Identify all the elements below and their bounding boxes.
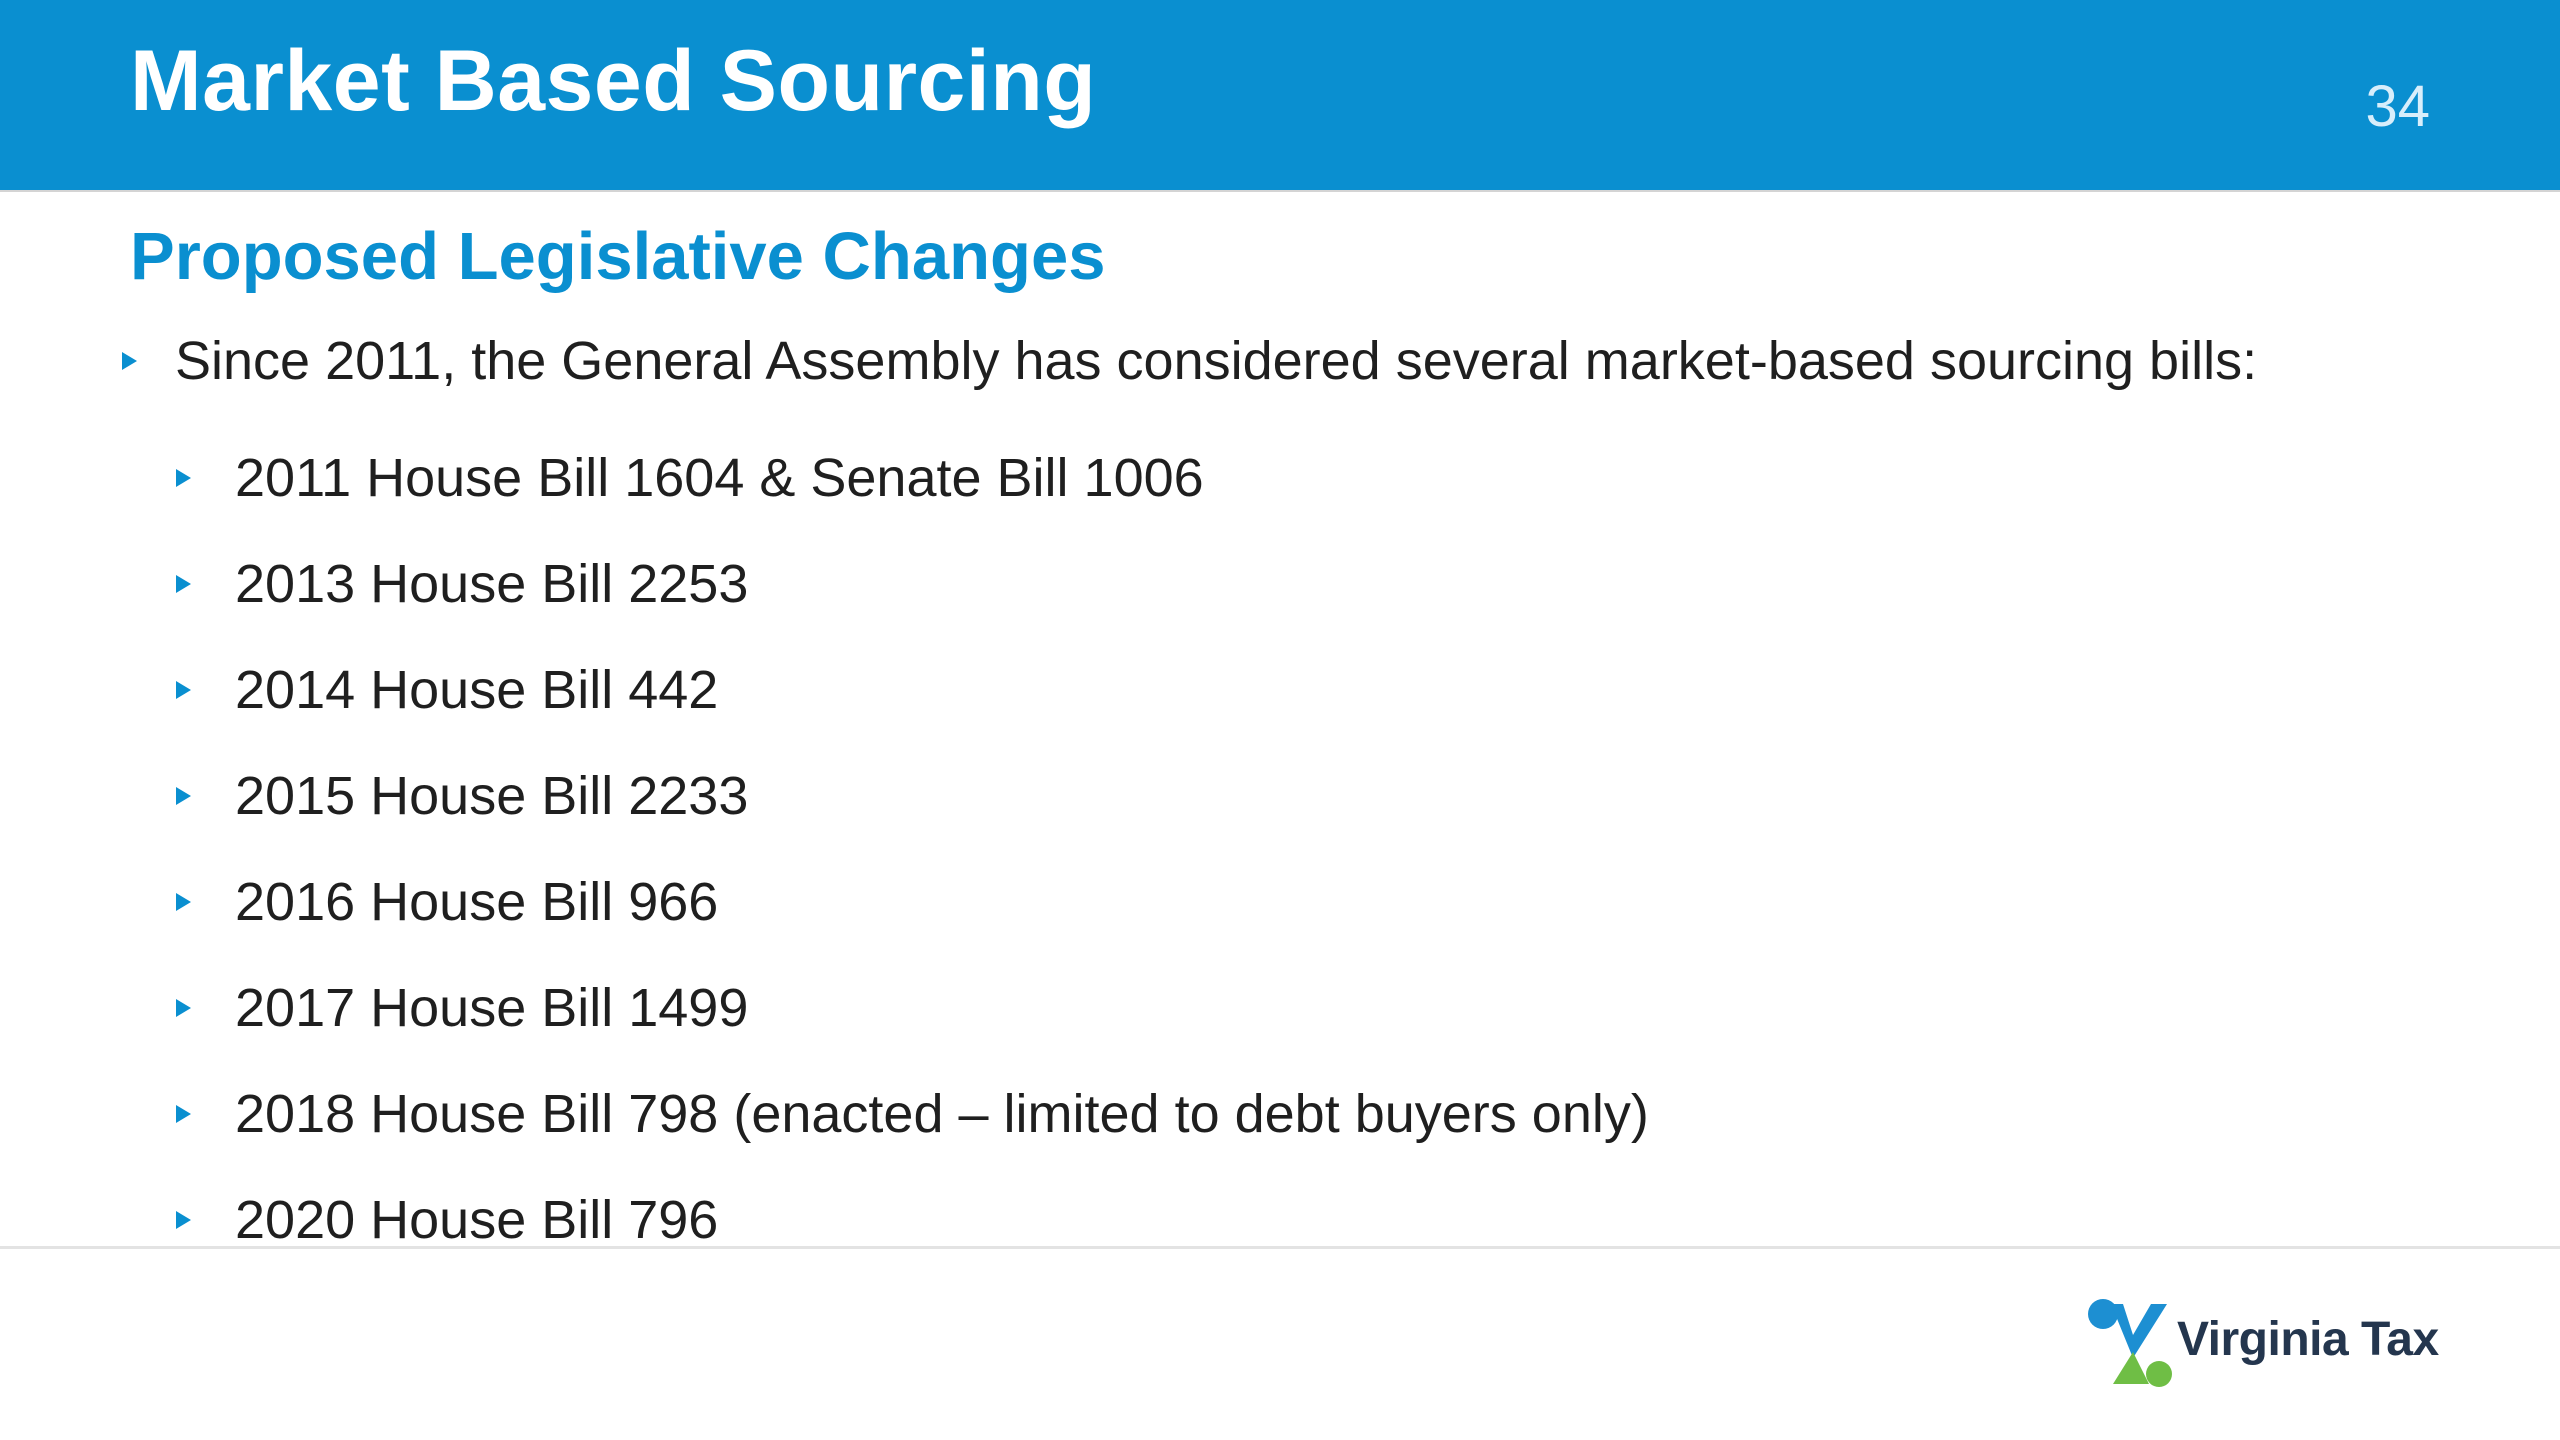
bullet-triangle-icon: [176, 893, 191, 911]
list-item: 2011 House Bill 1604 & Senate Bill 1006: [176, 425, 2176, 531]
list-item: 2020 House Bill 796: [176, 1167, 2176, 1273]
lead-bullet: Since 2011, the General Assembly has con…: [122, 323, 2422, 398]
list-item: 2017 House Bill 1499: [176, 955, 2176, 1061]
bullet-triangle-icon: [176, 681, 191, 699]
lead-bullet-text: Since 2011, the General Assembly has con…: [175, 330, 2258, 391]
bill-label: 2020 House Bill 796: [235, 1190, 719, 1250]
virginia-tax-logo: Virginia Tax: [2085, 1296, 2455, 1390]
bill-list: 2011 House Bill 1604 & Senate Bill 1006 …: [176, 425, 2176, 1273]
virginia-tax-logo-icon: [2088, 1299, 2172, 1387]
slide-header: Market Based Sourcing 34: [0, 0, 2560, 192]
list-item: 2013 House Bill 2253: [176, 531, 2176, 637]
bill-label: 2017 House Bill 1499: [235, 978, 749, 1038]
bill-label: 2016 House Bill 966: [235, 872, 719, 932]
bill-label: 2013 House Bill 2253: [235, 554, 749, 614]
page-number: 34: [2365, 74, 2430, 139]
logo-blue-dot: [2088, 1299, 2118, 1329]
logo-green-dot: [2146, 1361, 2172, 1387]
section-heading: Proposed Legislative Changes: [130, 219, 1106, 294]
logo-blue-v-stroke: [2111, 1304, 2167, 1358]
bullet-triangle-icon: [176, 575, 191, 593]
list-item: 2016 House Bill 966: [176, 849, 2176, 955]
logo-green-triangle: [2113, 1352, 2149, 1384]
bill-label: 2015 House Bill 2233: [235, 766, 749, 826]
list-item: 2018 House Bill 798 (enacted – limited t…: [176, 1061, 2176, 1167]
bill-label: 2011 House Bill 1604 & Senate Bill 1006: [235, 448, 1204, 508]
logo-text: Virginia Tax: [2177, 1313, 2439, 1366]
bill-label: 2018 House Bill 798 (enacted – limited t…: [235, 1084, 1649, 1144]
bullet-triangle-icon: [176, 469, 191, 487]
bullet-triangle-icon: [176, 1211, 191, 1229]
bill-label: 2014 House Bill 442: [235, 660, 719, 720]
list-item: 2014 House Bill 442: [176, 637, 2176, 743]
footer-divider: [0, 1246, 2560, 1249]
bullet-triangle-icon: [122, 351, 137, 370]
slide-title: Market Based Sourcing: [130, 33, 1097, 129]
bullet-triangle-icon: [176, 787, 191, 805]
list-item: 2015 House Bill 2233: [176, 743, 2176, 849]
bullet-triangle-icon: [176, 1105, 191, 1123]
bullet-triangle-icon: [176, 999, 191, 1017]
